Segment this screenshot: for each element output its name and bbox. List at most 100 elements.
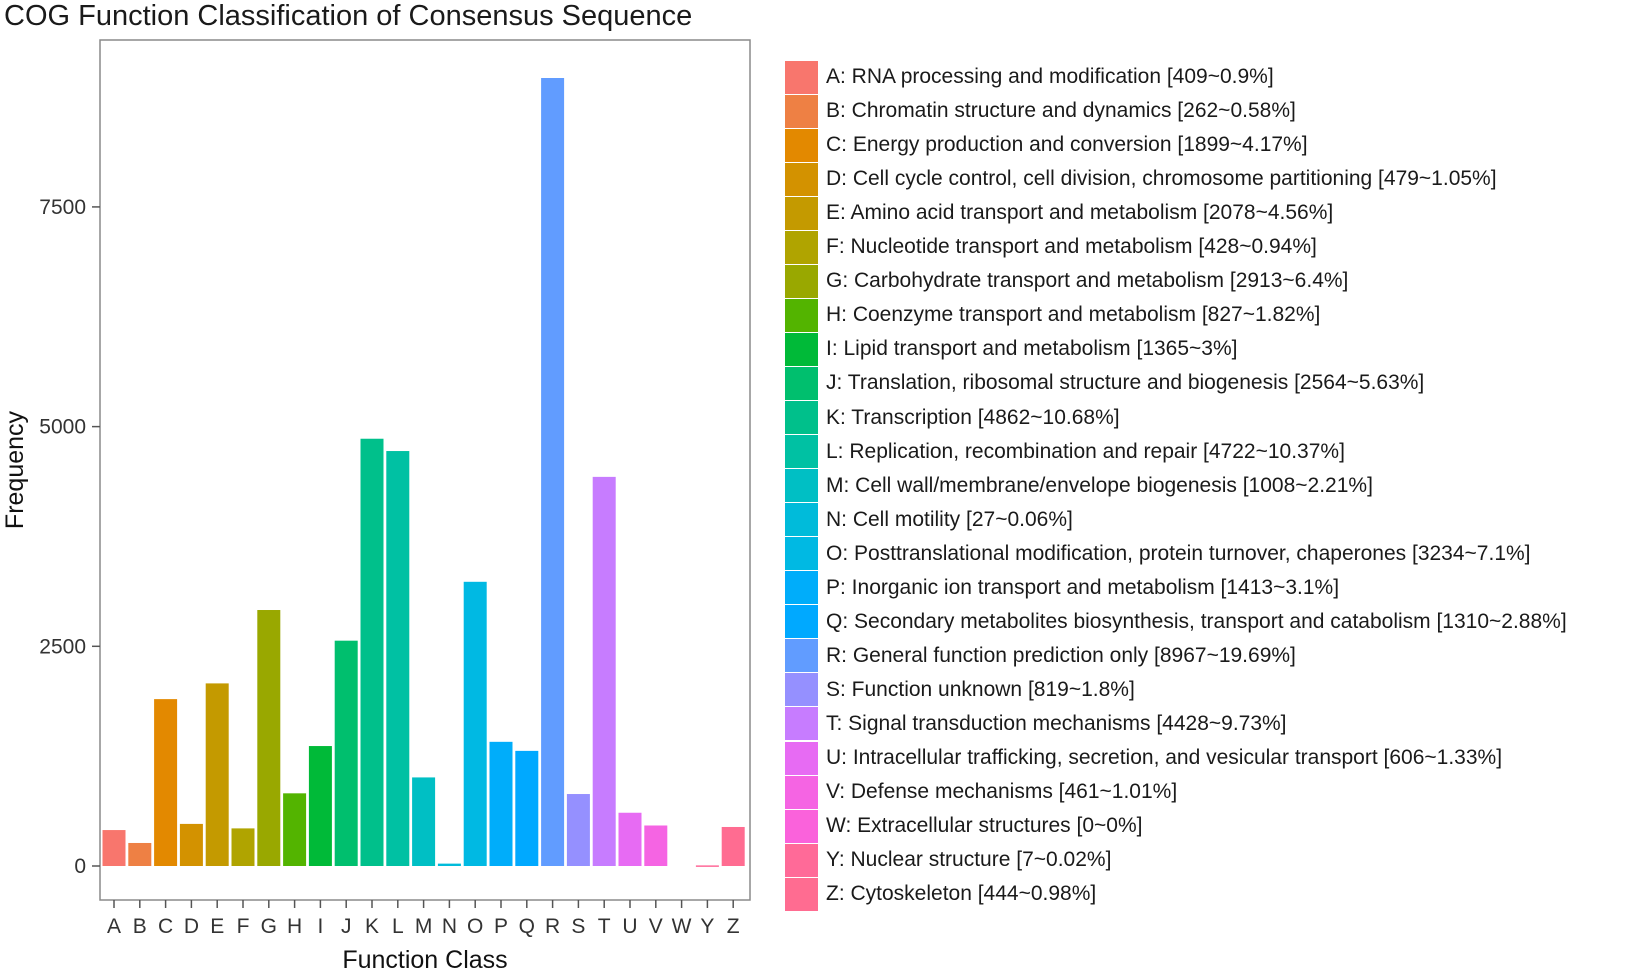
chart-title: COG Function Classification of Consensus… xyxy=(4,0,693,32)
legend-entry-S: S: Function unknown [819~1.8%] xyxy=(785,673,1135,707)
x-tick-label-J: J xyxy=(341,915,352,938)
legend-entry-Q: Q: Secondary metabolites biosynthesis, t… xyxy=(785,605,1567,639)
legend-label: C: Energy production and conversion [189… xyxy=(826,133,1308,157)
bar-N xyxy=(437,863,461,866)
legend-swatch xyxy=(785,571,818,605)
y-tick-label: 0 xyxy=(74,855,86,878)
legend-swatch xyxy=(785,94,818,128)
legend-swatch xyxy=(785,673,818,707)
y-tick-label: 5000 xyxy=(39,416,86,439)
legend-label: Y: Nuclear structure [7~0.02%] xyxy=(826,848,1112,872)
bar-H xyxy=(283,793,307,866)
x-tick-label-I: I xyxy=(317,915,323,938)
bar-R xyxy=(541,78,565,866)
x-tick-label-B: B xyxy=(133,915,147,938)
legend-swatch xyxy=(785,809,818,843)
bar-L xyxy=(386,451,410,866)
legend-label: W: Extracellular structures [0~0%] xyxy=(826,814,1143,838)
legend-label: N: Cell motility [27~0.06%] xyxy=(826,507,1073,531)
y-tick-label: 7500 xyxy=(39,196,86,219)
x-tick-label-T: T xyxy=(598,915,611,938)
bar-B xyxy=(128,842,152,866)
legend-entry-B: B: Chromatin structure and dynamics [262… xyxy=(785,94,1296,128)
bar-S xyxy=(566,794,590,866)
legend-entry-W: W: Extracellular structures [0~0%] xyxy=(785,809,1142,843)
legend-entry-P: P: Inorganic ion transport and metabolis… xyxy=(785,571,1339,605)
legend-swatch xyxy=(785,469,818,503)
x-tick-label-W: W xyxy=(672,915,692,938)
legend-label: Z: Cytoskeleton [444~0.98%] xyxy=(826,882,1097,906)
legend-entry-C: C: Energy production and conversion [189… xyxy=(785,128,1308,162)
legend-label: E: Amino acid transport and metabolism [… xyxy=(826,201,1334,225)
bar-Y xyxy=(695,865,719,867)
bar-M xyxy=(412,777,436,866)
legend-swatch xyxy=(785,741,818,775)
x-tick-label-A: A xyxy=(107,915,121,938)
legend-label: J: Translation, ribosomal structure and … xyxy=(826,371,1425,395)
bar-K xyxy=(360,438,384,866)
legend-label: T: Signal transduction mechanisms [4428~… xyxy=(826,711,1287,735)
x-tick-label-V: V xyxy=(649,915,663,938)
legend-swatch xyxy=(785,366,818,400)
legend-swatch xyxy=(785,298,818,332)
legend-entry-K: K: Transcription [4862~10.68%] xyxy=(785,401,1120,435)
bar-A xyxy=(102,830,126,866)
legend-swatch xyxy=(785,128,818,162)
legend-swatch xyxy=(785,843,818,877)
legend-entry-R: R: General function prediction only [896… xyxy=(785,639,1296,673)
legend-swatch xyxy=(785,605,818,639)
bar-O xyxy=(463,581,487,866)
bar-E xyxy=(205,683,229,866)
legend-label: K: Transcription [4862~10.68%] xyxy=(826,405,1120,429)
bar-T xyxy=(592,476,616,866)
x-tick-label-O: O xyxy=(467,915,483,938)
legend-swatch xyxy=(785,196,818,230)
legend-label: O: Posttranslational modification, prote… xyxy=(826,541,1531,565)
bar-V xyxy=(644,825,668,866)
x-tick-label-Q: Q xyxy=(519,915,535,938)
x-tick-label-U: U xyxy=(622,915,637,938)
legend-swatch xyxy=(785,162,818,196)
legend-entry-D: D: Cell cycle control, cell division, ch… xyxy=(785,162,1497,196)
legend-label: Q: Secondary metabolites biosynthesis, t… xyxy=(826,609,1567,633)
x-tick-label-E: E xyxy=(210,915,224,938)
bar-F xyxy=(231,828,255,866)
legend-swatch xyxy=(785,639,818,673)
x-tick-label-L: L xyxy=(392,915,404,938)
x-axis-title: Function Class xyxy=(342,946,507,974)
x-tick-label-P: P xyxy=(494,915,508,938)
bar-U xyxy=(618,812,642,866)
bar-P xyxy=(489,741,513,866)
legend-swatch xyxy=(785,775,818,809)
legend-entry-E: E: Amino acid transport and metabolism [… xyxy=(785,196,1333,230)
legend-label: M: Cell wall/membrane/envelope biogenesi… xyxy=(826,473,1373,497)
legend-entry-A: A: RNA processing and modification [409~… xyxy=(785,60,1274,94)
y-tick-label: 2500 xyxy=(39,635,86,658)
legend-label: P: Inorganic ion transport and metabolis… xyxy=(826,575,1340,599)
bars-group xyxy=(102,78,745,867)
x-tick-label-Y: Y xyxy=(700,915,714,938)
legend-label: V: Defense mechanisms [461~1.01%] xyxy=(826,780,1178,804)
x-tick-label-M: M xyxy=(415,915,433,938)
bar-I xyxy=(308,746,332,866)
legend-swatch xyxy=(785,60,818,94)
x-tick-label-F: F xyxy=(237,915,250,938)
x-tick-label-H: H xyxy=(287,915,302,938)
legend-swatch xyxy=(785,401,818,434)
legend-swatch xyxy=(785,707,818,741)
legend-label: D: Cell cycle control, cell division, ch… xyxy=(826,167,1497,191)
y-axis: 0 2500 5000 7500 xyxy=(39,196,100,878)
legend-swatch xyxy=(785,332,818,366)
legend-entry-N: N: Cell motility [27~0.06%] xyxy=(785,503,1073,537)
legend-label: A: RNA processing and modification [409~… xyxy=(826,65,1274,88)
legend-entry-J: J: Translation, ribosomal structure and … xyxy=(785,366,1424,400)
legend-entry-Z: Z: Cytoskeleton [444~0.98%] xyxy=(785,877,1096,911)
legend-entry-I: I: Lipid transport and metabolism [1365~… xyxy=(785,332,1238,366)
legend-label: S: Function unknown [819~1.8%] xyxy=(826,677,1135,701)
legend-swatch xyxy=(785,537,818,571)
x-tick-label-C: C xyxy=(158,915,173,938)
x-tick-label-S: S xyxy=(571,915,585,938)
legend-entry-O: O: Posttranslational modification, prote… xyxy=(785,537,1531,571)
